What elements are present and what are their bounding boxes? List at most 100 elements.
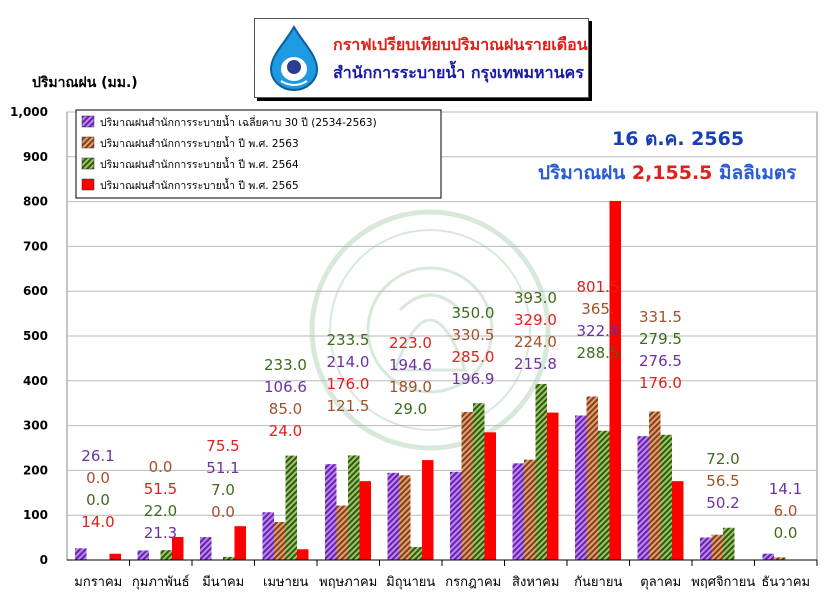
data-label: 24.0 — [269, 422, 302, 440]
data-label: 196.9 — [452, 370, 495, 388]
data-label: 22.0 — [144, 502, 177, 520]
data-label: 801.5 — [577, 278, 620, 296]
data-label: 276.5 — [639, 352, 682, 370]
bar — [285, 455, 297, 560]
bar — [109, 553, 121, 560]
y-tick-label: 900 — [23, 150, 48, 164]
legend-swatch — [81, 136, 95, 149]
data-label: 285.0 — [452, 348, 495, 366]
x-tick-label: ตุลาคม — [640, 575, 681, 590]
x-tick-label: เมษายน — [263, 575, 308, 590]
x-tick-label: มกราคม — [74, 575, 122, 590]
bar — [609, 200, 621, 561]
x-axis: มกราคม กุมภาพันธ์ มีนาคม เมษายน พฤษภาคม มิถุน… — [74, 560, 818, 590]
bar — [336, 505, 348, 560]
bar — [762, 553, 774, 560]
data-label: 56.5 — [706, 472, 739, 490]
legend-swatch — [81, 178, 95, 191]
y-tick-label: 100 — [23, 508, 48, 522]
data-label: 6.0 — [774, 502, 798, 520]
data-label: 7.0 — [211, 481, 235, 499]
data-label: 176.0 — [639, 374, 682, 392]
bar — [774, 557, 786, 560]
data-label: 215.8 — [514, 355, 557, 373]
data-label: 288.5 — [577, 344, 620, 362]
legend-swatch — [81, 115, 95, 128]
data-label: 224.0 — [514, 333, 557, 351]
legend-label: ปริมาณฝนสำนักการระบายน้ำ ปี พ.ศ. 2563 — [100, 136, 299, 150]
bma-seal-watermark — [309, 209, 551, 451]
bar — [711, 534, 723, 560]
bar — [348, 455, 360, 560]
bar — [672, 481, 684, 560]
y-tick-label: 600 — [23, 284, 48, 298]
bar — [262, 512, 274, 560]
data-label: 0.0 — [774, 524, 798, 542]
bar — [274, 521, 286, 560]
bar — [649, 411, 661, 560]
data-label: 279.5 — [639, 330, 682, 348]
y-tick-label: 200 — [23, 463, 48, 477]
bar — [586, 396, 598, 560]
y-tick-label: 1,000 — [10, 105, 48, 119]
drop-logo-icon — [269, 25, 319, 91]
x-tick-label: สิงหาคม — [512, 575, 559, 590]
data-label: 350.0 — [452, 304, 495, 322]
total-label: ปริมาณฝน — [538, 162, 626, 184]
data-label: 51.5 — [144, 480, 177, 498]
y-tick-label: 800 — [23, 195, 48, 209]
data-label: 29.0 — [394, 400, 427, 418]
x-tick-label: พฤศจิกายน — [691, 575, 755, 590]
data-label: 85.0 — [269, 400, 302, 418]
bar — [512, 463, 524, 560]
y-tick-label: 400 — [23, 374, 48, 388]
bar — [160, 550, 172, 560]
data-label: 176.0 — [327, 375, 370, 393]
data-label: 393.0 — [514, 289, 557, 307]
y-axis-label: ปริมาณฝน (มม.) — [32, 75, 138, 91]
bar — [598, 430, 610, 560]
x-tick-label: ธันวาคม — [761, 575, 810, 590]
total-value: 2,155.5 — [631, 162, 713, 184]
y-tick-label: 300 — [23, 419, 48, 433]
bar — [200, 537, 212, 560]
bar — [524, 459, 536, 560]
title-box: กราฟเปรียบเทียบปริมาณฝนรายเดือน สำนักการ… — [254, 18, 589, 98]
data-label: 329.0 — [514, 311, 557, 329]
data-label: 14.1 — [769, 480, 802, 498]
data-label: 121.5 — [327, 397, 370, 415]
bar — [700, 537, 712, 560]
bars — [75, 200, 786, 561]
data-label: 223.0 — [389, 334, 432, 352]
x-tick-label: มิถุนายน — [386, 575, 435, 590]
data-label: 322.6 — [577, 322, 620, 340]
data-label: 194.6 — [389, 356, 432, 374]
bar — [399, 475, 411, 560]
data-label: 0.0 — [86, 491, 110, 509]
data-label: 331.5 — [639, 308, 682, 326]
total-rainfall: ปริมาณฝน 2,155.5 มิลลิเมตร — [538, 158, 796, 188]
bar — [535, 383, 547, 560]
bar — [422, 460, 434, 560]
bar — [172, 536, 184, 560]
bar — [297, 549, 309, 560]
bar — [484, 432, 496, 560]
data-label: 50.2 — [706, 494, 739, 512]
data-label: 72.0 — [706, 450, 739, 468]
report-date: 16 ต.ค. 2565 — [612, 128, 745, 150]
agency-name: สำนักการระบายน้ำ กรุงเทพมหานคร — [333, 63, 584, 82]
bar — [547, 412, 559, 560]
x-tick-label: พฤษภาคม — [319, 575, 377, 590]
bar — [637, 436, 649, 560]
legend-label: ปริมาณฝนสำนักการระบายน้ำ เฉลี่ยคาบ 30 ปี… — [100, 115, 377, 129]
bar — [387, 472, 399, 560]
legend: ปริมาณฝนสำนักการระบายน้ำ เฉลี่ยคาบ 30 ปี… — [75, 109, 442, 199]
bar — [410, 547, 422, 560]
data-label: 233.0 — [264, 356, 307, 374]
bar — [325, 464, 337, 560]
data-label: 0.0 — [149, 458, 173, 476]
bar — [450, 471, 462, 560]
data-label: 26.1 — [81, 447, 114, 465]
bar — [660, 434, 672, 560]
x-tick-label: มีนาคม — [202, 574, 244, 590]
